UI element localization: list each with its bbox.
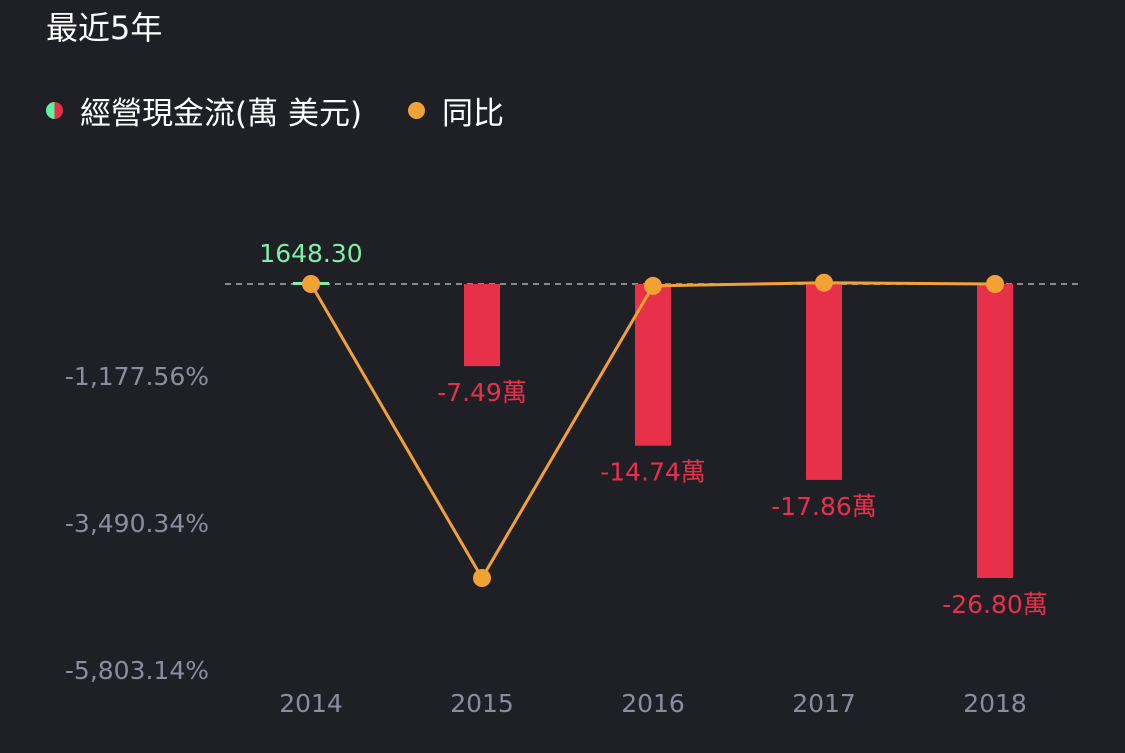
x-tick-label: 2018 <box>963 689 1027 718</box>
line-series <box>302 273 1004 587</box>
yoy-point[interactable] <box>644 276 662 295</box>
bar[interactable] <box>635 284 671 446</box>
legend-item-cashflow[interactable]: 經營現金流(萬 美元) <box>46 88 362 133</box>
yoy-point[interactable] <box>302 275 320 293</box>
x-tick-label: 2015 <box>450 689 514 718</box>
legend-label-yoy: 同比 <box>442 95 505 132</box>
y-tick-label: -5,803.14% <box>65 656 209 685</box>
chart-legend: 經營現金流(萬 美元) 同比 <box>46 88 550 133</box>
bar-data-labels: 1648.30 -7.49萬 -14.74萬 -17.86萬 -26.80萬 <box>259 239 1047 619</box>
yoy-point[interactable] <box>986 275 1004 293</box>
x-tick-label: 2017 <box>792 689 856 718</box>
yoy-point[interactable] <box>473 569 491 587</box>
y-tick-label: -1,177.56% <box>65 362 209 391</box>
bar-data-label: 1648.30 <box>259 239 362 268</box>
half-green-half-red-dot-icon <box>46 101 63 119</box>
bar-data-label: -7.49萬 <box>437 378 527 407</box>
yoy-point[interactable] <box>815 273 833 292</box>
bar[interactable] <box>464 284 500 367</box>
legend-item-yoy[interactable]: 同比 <box>408 88 504 133</box>
bar-data-label: -14.74萬 <box>600 458 706 487</box>
orange-dot-icon <box>408 101 426 119</box>
bar-data-label: -17.86萬 <box>771 492 877 521</box>
bar-series <box>293 282 1013 578</box>
bar[interactable] <box>806 284 842 480</box>
y-tick-label: -3,490.34% <box>65 509 209 538</box>
x-tick-label: 2014 <box>279 689 343 718</box>
page-title: 最近5年 <box>46 9 163 47</box>
y-axis-ticks: -1,177.56% -3,490.34% -5,803.14% <box>65 362 209 685</box>
bar-data-label: -26.80萬 <box>942 590 1048 619</box>
x-tick-label: 2016 <box>621 689 685 718</box>
legend-label-cashflow: 經營現金流(萬 美元) <box>80 95 363 132</box>
x-axis-ticks: 2014 2015 2016 2017 2018 <box>279 689 1027 718</box>
bar[interactable] <box>977 284 1013 578</box>
